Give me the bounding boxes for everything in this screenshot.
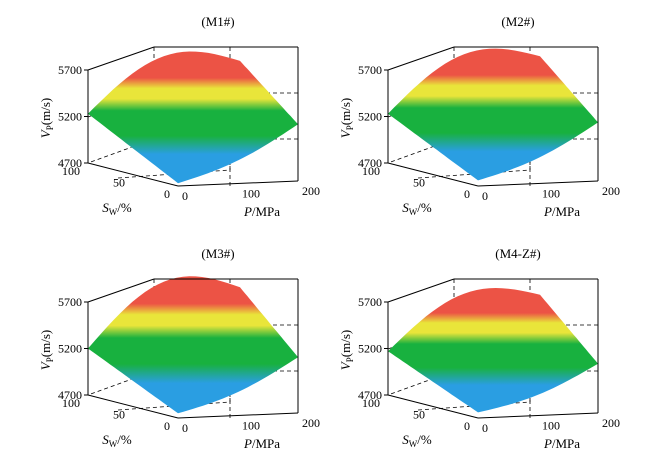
sw-tick-label: 100 <box>362 396 380 410</box>
p-tick-label: 0 <box>182 421 188 435</box>
sw-tick-label: 0 <box>164 419 170 433</box>
sw-tick-label: 100 <box>62 396 80 410</box>
p-tick-label: 0 <box>182 189 188 203</box>
p-axis-label: P/MPa <box>543 436 580 451</box>
sw-axis-label: SW/% <box>402 200 432 217</box>
z-tick-label: 5200 <box>358 110 382 124</box>
vp-surface <box>388 48 598 181</box>
axis-p-line <box>177 412 299 419</box>
p-tick-label: 0 <box>482 421 488 435</box>
sw-tick-label: 50 <box>113 408 125 422</box>
z-tick-label: 5200 <box>58 342 82 356</box>
axis-sw-line <box>387 394 479 419</box>
box-top-left-edge <box>87 278 155 303</box>
sw-tick-label: 0 <box>464 187 470 201</box>
sw-tick-label: 50 <box>413 176 425 190</box>
box-top-left-edge <box>387 278 455 303</box>
box-top-left-edge <box>387 46 455 71</box>
vp-surface <box>88 276 298 414</box>
box-back-left-edge <box>87 370 155 396</box>
axis-sw-line <box>87 394 179 419</box>
p-tick-label: 100 <box>242 187 260 201</box>
p-tick-label: 200 <box>602 416 620 430</box>
surface-panel-2: 4700 5200 5700 0 50 100 0 100 200 (M2#) VP(m/s) SW/… <box>338 14 620 219</box>
sw-tick-label: 0 <box>464 419 470 433</box>
z-axis-label: VP(m/s) <box>38 330 55 370</box>
sw-tick-label: 0 <box>164 187 170 201</box>
sw-axis-label: SW/% <box>102 432 132 449</box>
panel-title: (M4-Z#) <box>495 246 541 261</box>
sw-tick-label: 50 <box>413 408 425 422</box>
sw-axis-label: SW/% <box>402 432 432 449</box>
axis-sw-line <box>387 162 479 187</box>
box-top-left-edge <box>87 46 155 71</box>
z-axis-label: VP(m/s) <box>38 98 55 138</box>
surface-panel-1: 4700 5200 5700 0 50 100 0 100 200 (M1#) VP(m/s) SW/… <box>38 14 320 219</box>
p-tick-label: 100 <box>242 419 260 433</box>
z-tick-label: 4700 <box>58 388 82 402</box>
z-tick-label: 5200 <box>58 110 82 124</box>
z-tick-label: 5700 <box>358 63 382 77</box>
box-back-left-edge <box>387 370 455 396</box>
z-axis-label: VP(m/s) <box>338 98 355 138</box>
z-tick-label: 5700 <box>358 295 382 309</box>
vp-surface <box>388 288 598 413</box>
vp-surface <box>88 51 298 184</box>
p-axis-label: P/MPa <box>243 204 280 219</box>
panel-title: (M2#) <box>501 14 534 29</box>
z-tick-label: 4700 <box>58 156 82 170</box>
p-axis-label: P/MPa <box>543 204 580 219</box>
sw-tick-label: 100 <box>62 164 80 178</box>
p-tick-label: 0 <box>482 189 488 203</box>
panel-title: (M1#) <box>201 14 234 29</box>
axis-sw-line <box>87 162 179 187</box>
sw-tick-label: 50 <box>113 176 125 190</box>
surface-panel-3: 4700 5200 5700 0 50 100 0 100 200 (M3#) VP(m/s) SW/… <box>38 246 320 451</box>
p-tick-label: 200 <box>602 184 620 198</box>
sw-tick-label: 100 <box>362 164 380 178</box>
p-axis-label: P/MPa <box>243 436 280 451</box>
z-tick-label: 5700 <box>58 63 82 77</box>
axis-p-line <box>477 412 599 419</box>
p-tick-label: 100 <box>542 419 560 433</box>
axis-p-line <box>177 180 299 187</box>
z-tick-label: 4700 <box>358 388 382 402</box>
surface-panel-4: 4700 5200 5700 0 50 100 0 100 200 (M4-Z#) VP(m/s) S… <box>338 246 620 451</box>
z-tick-label: 5700 <box>58 295 82 309</box>
box-back-left-edge <box>87 138 155 164</box>
p-tick-label: 100 <box>542 187 560 201</box>
p-tick-label: 200 <box>302 184 320 198</box>
z-tick-label: 5200 <box>358 342 382 356</box>
z-axis-label: VP(m/s) <box>338 330 355 370</box>
panel-title: (M3#) <box>201 246 234 261</box>
axis-p-line <box>477 180 599 187</box>
sw-axis-label: SW/% <box>102 200 132 217</box>
box-back-left-edge <box>387 138 455 164</box>
z-tick-label: 4700 <box>358 156 382 170</box>
p-tick-label: 200 <box>302 416 320 430</box>
